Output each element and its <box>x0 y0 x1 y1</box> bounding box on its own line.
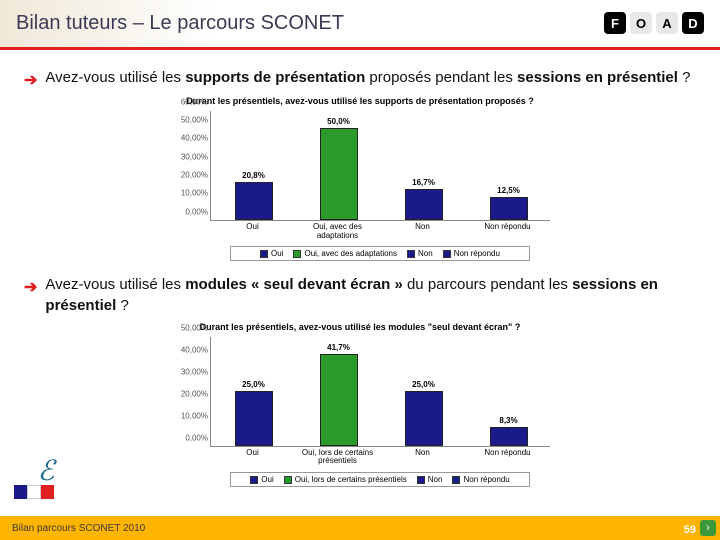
bar-value-label: 25,0% <box>412 380 435 389</box>
legend-item: Oui <box>260 249 283 258</box>
ytick: 40,00% <box>181 134 208 143</box>
chart-2-xlabels: OuiOui, lors de certains présentielsNonN… <box>210 447 550 467</box>
bar-value-label: 12,5% <box>497 186 520 195</box>
legend-label: Non répondu <box>454 249 500 258</box>
slide-content: ➔ Avez-vous utilisé les supports de prés… <box>0 50 720 487</box>
ytick: 20,00% <box>181 171 208 180</box>
xlabel: Non répondu <box>465 447 550 467</box>
foad-f: F <box>604 12 626 34</box>
slide-footer: Bilan parcours SCONET 2010 59 › <box>0 516 720 540</box>
bar-value-label: 8,3% <box>499 416 517 425</box>
ytick: 30,00% <box>181 152 208 161</box>
xlabel: Non <box>380 221 465 241</box>
legend-item: Non <box>417 475 443 484</box>
legend-swatch <box>250 476 258 484</box>
chart-1-legend: Oui Oui, avec des adaptations Non Non répon… <box>230 246 530 261</box>
bullet-arrow-icon: ➔ <box>24 70 37 90</box>
legend-label: Oui <box>271 249 283 258</box>
bar <box>320 128 358 220</box>
legend-item: Oui, lors de certains présentiels <box>284 475 407 484</box>
legend-label: Oui, avec des adaptations <box>304 249 397 258</box>
legend-label: Non <box>428 475 443 484</box>
legend-swatch <box>417 476 425 484</box>
foad-d: D <box>682 12 704 34</box>
ytick: 50,00% <box>181 323 208 332</box>
bar <box>405 391 443 446</box>
bar-value-label: 20,8% <box>242 171 265 180</box>
foad-o: O <box>630 12 652 34</box>
legend-swatch <box>443 250 451 258</box>
legend-label: Non <box>418 249 433 258</box>
ministry-e-icon: ℰ <box>14 458 78 483</box>
xlabel: Oui <box>210 221 295 241</box>
ministry-logo: ℰ <box>14 458 78 510</box>
legend-item: Non répondu <box>443 249 500 258</box>
bar-value-label: 41,7% <box>327 343 350 352</box>
ytick: 0,00% <box>185 433 208 442</box>
legend-label: Oui <box>261 475 273 484</box>
chart-2: Durant les présentiels, avez-vous utilis… <box>170 322 550 487</box>
chart-2-legend: Oui Oui, lors de certains présentiels Non N… <box>230 472 530 487</box>
footer-text: Bilan parcours SCONET 2010 <box>12 523 145 534</box>
chart-1-plot: 20,8% 50,0% 16,7% 12,5% <box>210 111 550 221</box>
bar <box>490 197 528 220</box>
bullet-arrow-icon: ➔ <box>24 277 37 297</box>
page-number: 59 <box>684 524 696 536</box>
slide-title: Bilan tuteurs – Le parcours SCONET <box>16 12 344 35</box>
legend-swatch <box>284 476 292 484</box>
legend-label: Non répondu <box>463 475 509 484</box>
ytick: 10,00% <box>181 411 208 420</box>
legend-item: Oui, avec des adaptations <box>293 249 397 258</box>
bar <box>405 189 443 220</box>
question-2: ➔ Avez-vous utilisé les modules « seul d… <box>24 275 696 316</box>
flag-icon <box>14 485 54 499</box>
question-1-text: Avez-vous utilisé les supports de présen… <box>45 68 690 88</box>
question-2-text: Avez-vous utilisé les modules « seul dev… <box>45 275 696 316</box>
foad-a: A <box>656 12 678 34</box>
xlabel: Non répondu <box>465 221 550 241</box>
legend-swatch <box>452 476 460 484</box>
ytick: 10,00% <box>181 189 208 198</box>
chart-1-title: Durant les présentiels, avez-vous utilis… <box>170 96 550 107</box>
chart-1: Durant les présentiels, avez-vous utilis… <box>170 96 550 261</box>
chart-1-yaxis: 0,00%10,00%20,00%30,00%40,00%50,00%60,00… <box>170 111 210 221</box>
bar-value-label: 16,7% <box>412 178 435 187</box>
legend-swatch <box>293 250 301 258</box>
legend-item: Non <box>407 249 433 258</box>
bar <box>235 182 273 220</box>
chart-2-plot: 25,0% 41,7% 25,0% 8,3% <box>210 337 550 447</box>
legend-label: Oui, lors de certains présentiels <box>295 475 407 484</box>
ytick: 60,00% <box>181 97 208 106</box>
chart-1-xlabels: OuiOui, avec des adaptationsNonNon répon… <box>210 221 550 241</box>
next-arrow-icon[interactable]: › <box>700 520 716 536</box>
xlabel: Oui, lors de certains présentiels <box>295 447 380 467</box>
chart-2-yaxis: 0,00%10,00%20,00%30,00%40,00%50,00% <box>170 337 210 447</box>
legend-item: Oui <box>250 475 273 484</box>
legend-item: Non répondu <box>452 475 509 484</box>
bar <box>320 354 358 446</box>
ytick: 30,00% <box>181 367 208 376</box>
chart-2-area: 0,00%10,00%20,00%30,00%40,00%50,00% 25,0… <box>170 337 550 447</box>
legend-swatch <box>407 250 415 258</box>
legend-swatch <box>260 250 268 258</box>
question-1: ➔ Avez-vous utilisé les supports de prés… <box>24 68 696 90</box>
ytick: 0,00% <box>185 207 208 216</box>
xlabel: Oui <box>210 447 295 467</box>
ytick: 40,00% <box>181 345 208 354</box>
ytick: 50,00% <box>181 116 208 125</box>
chart-2-title: Durant les présentiels, avez-vous utilis… <box>170 322 550 333</box>
xlabel: Oui, avec des adaptations <box>295 221 380 241</box>
bar <box>235 391 273 446</box>
foad-logo: F O A D <box>604 12 704 34</box>
xlabel: Non <box>380 447 465 467</box>
bar-value-label: 50,0% <box>327 117 350 126</box>
ytick: 20,00% <box>181 389 208 398</box>
bar-value-label: 25,0% <box>242 380 265 389</box>
bar <box>490 427 528 445</box>
chart-1-area: 0,00%10,00%20,00%30,00%40,00%50,00%60,00… <box>170 111 550 221</box>
